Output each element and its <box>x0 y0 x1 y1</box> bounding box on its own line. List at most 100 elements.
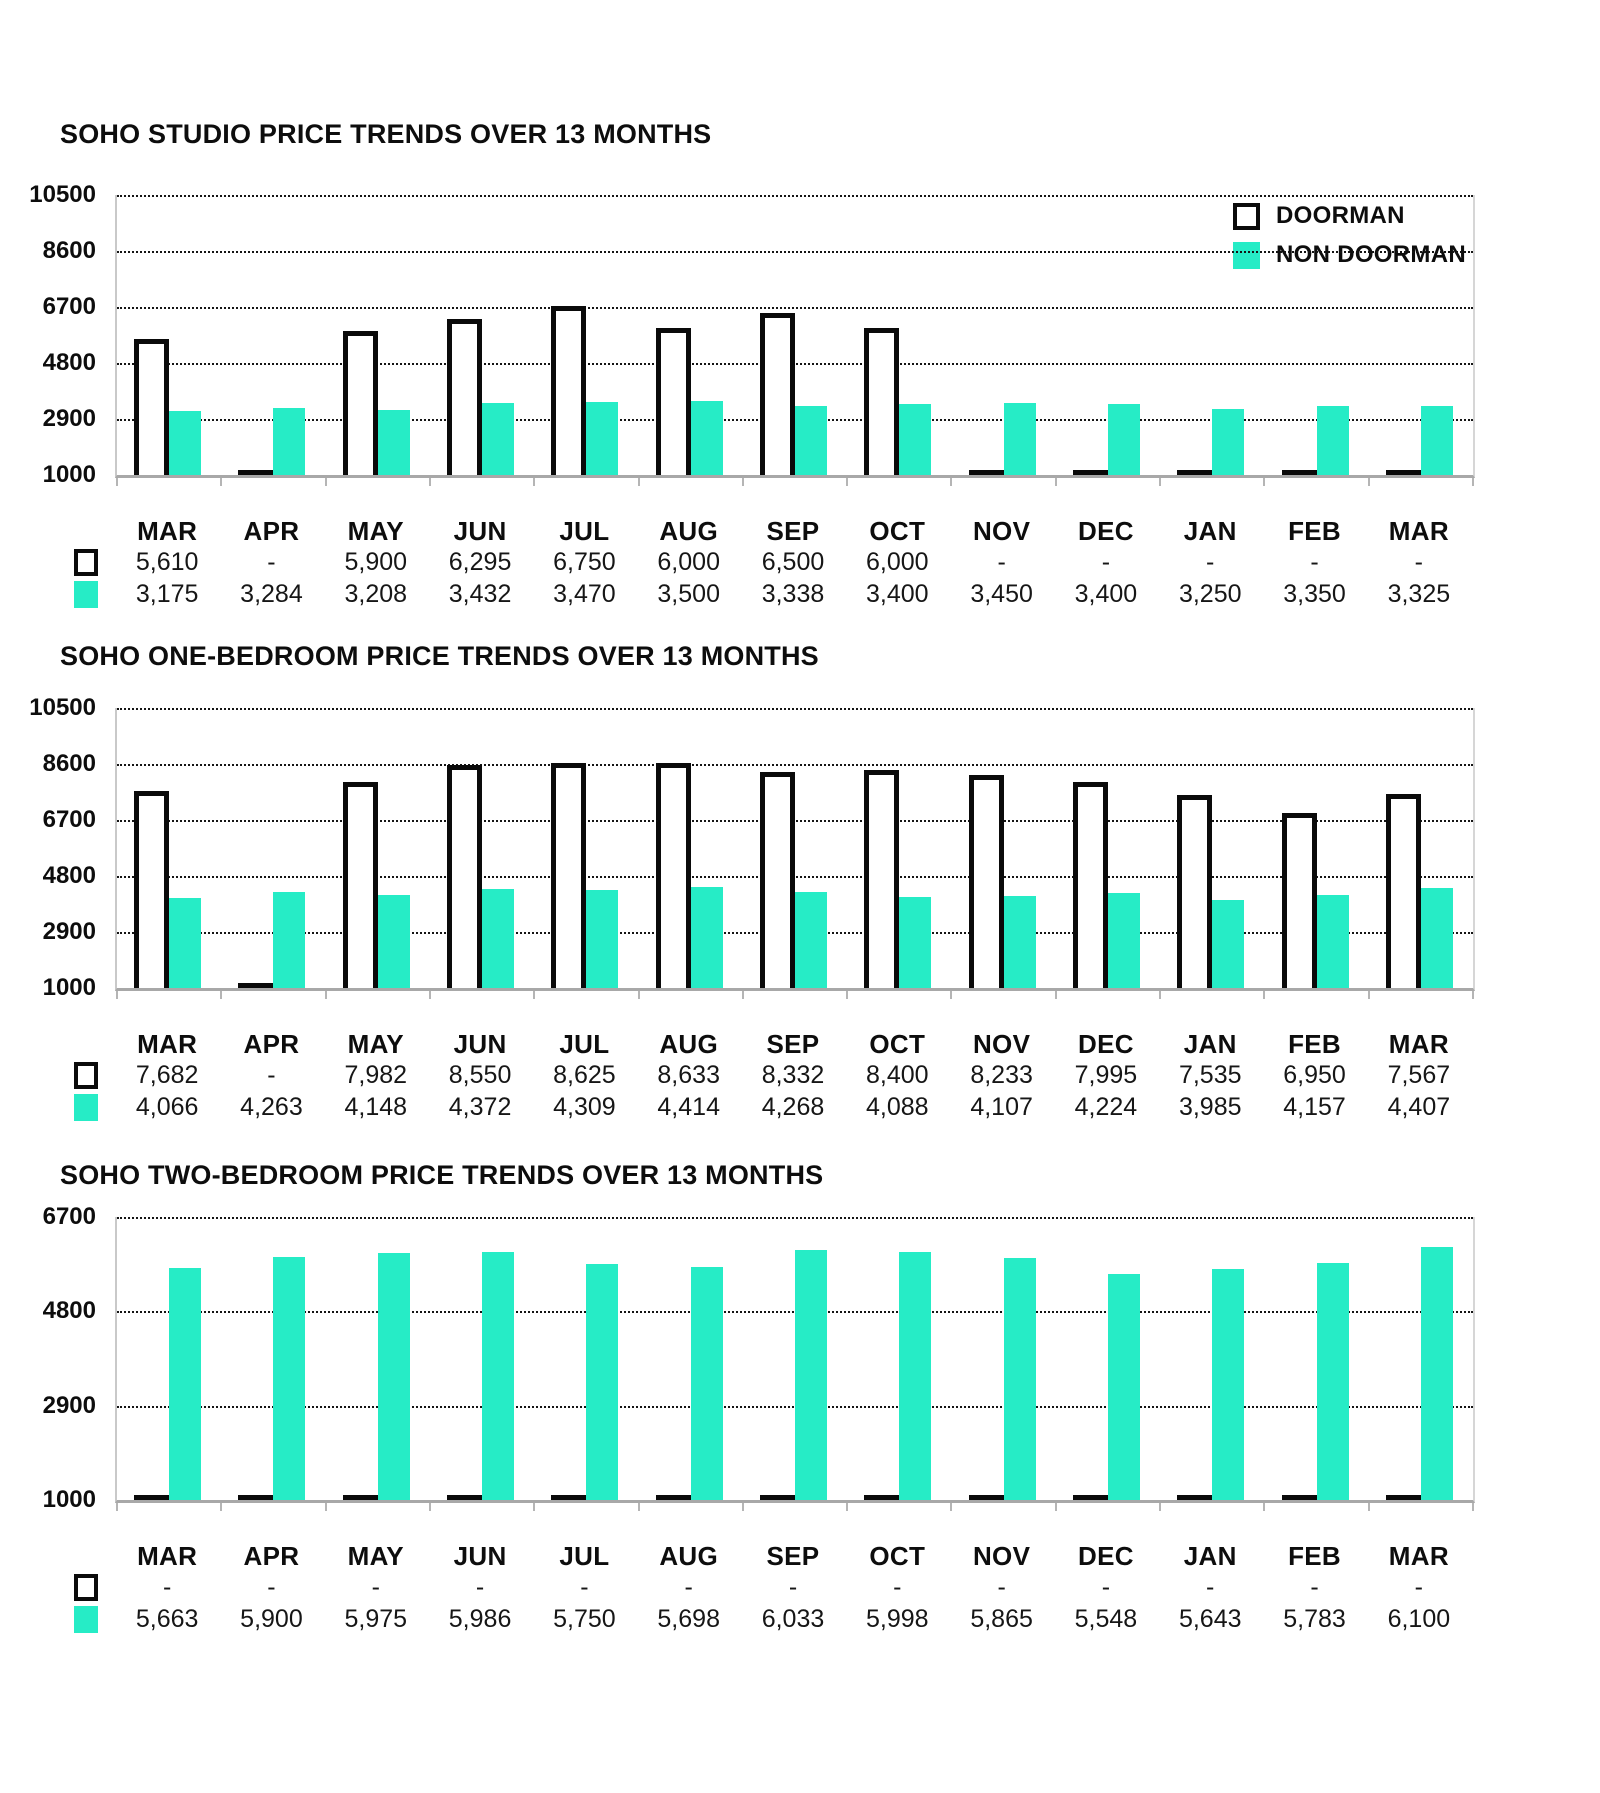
month-label: MAR <box>137 1541 198 1571</box>
month-label: AUG <box>659 516 719 546</box>
value-cell: - <box>371 1573 380 1601</box>
value-cell: 3,470 <box>553 580 616 608</box>
value-cell: - <box>267 548 276 576</box>
value-cell: 6,950 <box>1283 1061 1346 1089</box>
doorman-bar <box>134 339 170 475</box>
axis-tick <box>741 478 744 486</box>
value-cell: 3,250 <box>1178 580 1242 608</box>
row-marker-cell <box>0 548 115 576</box>
y-axis-tick-label: 2900 <box>42 918 96 945</box>
value-cell: 5,643 <box>1178 1605 1242 1633</box>
value-cell: 4,263 <box>240 1093 303 1121</box>
studio-chart: SOHO STUDIO PRICE TRENDS OVER 13 MONTHS … <box>0 118 1600 610</box>
value-cell: - <box>1206 548 1215 576</box>
y-axis-tick-label: 8600 <box>42 750 96 777</box>
gridline <box>117 251 1473 253</box>
value-cell: 4,107 <box>970 1093 1033 1121</box>
row-marker-cell <box>0 1093 115 1121</box>
y-axis-tick-label: 2900 <box>42 1391 96 1419</box>
value-cell: 4,414 <box>657 1093 720 1121</box>
non-doorman-bar <box>1003 896 1036 988</box>
gridline <box>117 307 1473 309</box>
value-cell: 7,567 <box>1387 1061 1451 1089</box>
value-cell: - <box>1414 1573 1423 1601</box>
month-label: NOV <box>972 1029 1031 1059</box>
value-cell: 3,175 <box>135 580 199 608</box>
non-doorman-bar <box>1212 1269 1245 1500</box>
month-label: MAR <box>1388 1541 1449 1571</box>
value-cell: 3,400 <box>866 580 929 608</box>
axis-tick <box>1472 1503 1474 1511</box>
non-doorman-bar <box>1316 895 1349 988</box>
month-label: OCT <box>869 1541 926 1571</box>
axis-tick <box>950 478 953 486</box>
one-bedroom-chart: SOHO ONE-BEDROOM PRICE TRENDS OVER 13 MO… <box>0 640 1600 1123</box>
axis-tick <box>950 991 953 999</box>
doorman-missing-bar <box>655 1495 691 1500</box>
non-doorman-value-row: 5,663 5,900 5,975 5,986 5,750 5,698 6,033 5,998… <box>0 1603 1600 1635</box>
axis-tick <box>428 1503 431 1511</box>
month-label: MAR <box>1388 1029 1449 1059</box>
non-doorman-value-row: 4,066 4,263 4,148 4,372 4,309 4,414 4,268 4,088… <box>0 1091 1600 1123</box>
non-doorman-bar <box>1107 404 1140 475</box>
value-cell: 3,284 <box>240 580 303 608</box>
y-axis-tick-label: 4800 <box>42 1297 96 1325</box>
doorman-missing-bar <box>238 1495 274 1500</box>
axis-tick <box>324 991 327 999</box>
month-label: JUL <box>559 516 610 546</box>
value-cell: 6,100 <box>1387 1605 1451 1633</box>
month-label: JUN <box>453 516 507 546</box>
doorman-bar <box>968 775 1004 988</box>
doorman-value-row: ------------- <box>0 1571 1600 1603</box>
y-axis-tick-label: 10500 <box>29 694 96 721</box>
axis-tick <box>1263 1503 1266 1511</box>
non-doorman-bar <box>586 890 619 988</box>
value-cell: 3,432 <box>448 580 512 608</box>
non-doorman-marker-icon <box>74 1093 98 1121</box>
value-cell: 5,986 <box>448 1605 512 1633</box>
value-cell: 5,750 <box>553 1605 616 1633</box>
axis-tick <box>846 478 849 486</box>
legend-item-doorman: DOORMAN <box>1233 202 1466 230</box>
month-label: AUG <box>659 1541 719 1571</box>
doorman-missing-bar <box>1072 470 1108 475</box>
value-cell: - <box>1414 548 1423 576</box>
value-cell: 3,338 <box>761 580 825 608</box>
non-doorman-bar <box>1212 409 1245 475</box>
doorman-missing-bar <box>968 1495 1004 1500</box>
page: { "colors": { "non_doorman": "#26ECC6", … <box>0 118 1600 1793</box>
non-doorman-bar <box>1003 403 1036 475</box>
axis-tick <box>1472 478 1474 486</box>
value-cell: 4,148 <box>344 1093 408 1121</box>
y-axis-tick-label: 6700 <box>42 1203 96 1230</box>
non-doorman-bar <box>690 887 723 988</box>
doorman-bar <box>655 763 691 988</box>
doorman-missing-bar <box>864 1495 900 1500</box>
doorman-missing-bar <box>760 1495 795 1500</box>
non-doorman-bar <box>1420 888 1453 988</box>
value-cell: 5,663 <box>135 1605 199 1633</box>
doorman-bar <box>1177 795 1213 988</box>
value-cell: 8,550 <box>448 1061 512 1089</box>
value-cell: 5,900 <box>344 548 408 576</box>
gridline <box>117 363 1473 365</box>
legend-label-non-doorman: NON DOORMAN <box>1276 241 1466 268</box>
doorman-missing-bar <box>1281 1495 1317 1500</box>
doorman-values: ------------- <box>115 1572 1471 1602</box>
non-doorman-bar <box>795 1250 827 1500</box>
month-label: AUG <box>659 1029 719 1059</box>
doorman-value-row: 5,610 - 5,900 6,295 6,750 6,000 6,500 6,000 - - - -… <box>0 546 1600 578</box>
month-label: SEP <box>766 516 820 546</box>
non-doorman-values: 5,663 5,900 5,975 5,986 5,750 5,698 6,033 5,998… <box>115 1604 1471 1634</box>
axis-tick <box>324 1503 327 1511</box>
row-marker-cell <box>0 580 115 608</box>
value-cell: 8,633 <box>657 1061 720 1089</box>
axis-tick <box>1159 478 1162 486</box>
non-doorman-bar <box>482 889 515 988</box>
axis-tick <box>1054 1503 1057 1511</box>
doorman-bar <box>134 791 170 988</box>
doorman-missing-bar <box>1072 1495 1108 1500</box>
month-label: FEB <box>1288 1029 1341 1059</box>
axis-tick <box>1159 1503 1162 1511</box>
doorman-missing-bar <box>968 470 1004 475</box>
